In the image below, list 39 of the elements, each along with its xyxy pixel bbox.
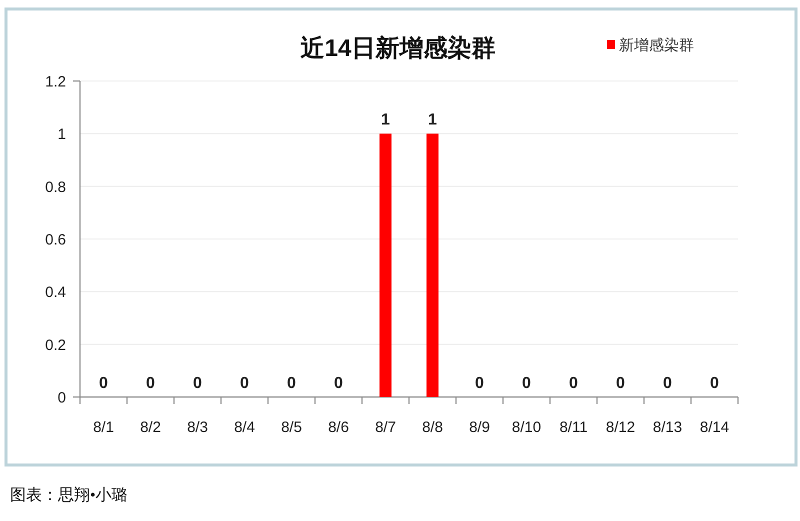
data-label: 0 [663, 375, 672, 392]
x-tick-label: 8/3 [187, 419, 208, 436]
data-label: 0 [287, 375, 296, 392]
y-tick-label: 1 [58, 126, 66, 144]
data-label: 0 [569, 375, 578, 392]
x-tick-label: 8/8 [422, 419, 443, 436]
data-label: 0 [710, 375, 720, 392]
data-label: 0 [616, 375, 626, 392]
x-tick-label: 8/7 [375, 419, 396, 436]
legend-label: 新增感染群 [619, 37, 694, 54]
y-tick-label: 0.8 [45, 178, 66, 196]
x-tick-label: 8/2 [140, 419, 161, 436]
x-tick-label: 8/5 [281, 419, 302, 436]
data-label: 0 [240, 375, 250, 392]
x-tick-label: 8/1 [93, 419, 114, 436]
x-tick-label: 8/9 [469, 419, 490, 436]
data-label: 1 [428, 112, 438, 129]
x-tick-label: 8/4 [234, 419, 255, 436]
legend: 新增感染群 [607, 38, 694, 54]
x-tick-label: 8/10 [512, 419, 542, 436]
x-tick-label: 8/14 [700, 419, 730, 436]
data-label: 0 [193, 375, 202, 392]
data-label: 1 [381, 112, 390, 129]
data-label: 0 [522, 375, 532, 392]
data-label: 0 [334, 375, 344, 392]
data-label: 0 [146, 375, 156, 392]
data-label: 0 [475, 375, 484, 392]
y-tick-label: 1.2 [45, 74, 66, 90]
y-tick-label: 0 [58, 390, 66, 406]
x-tick-label: 8/11 [559, 419, 588, 436]
chart-title: 近14日新增感染群 [300, 35, 496, 62]
text: 图表：思翔•小璐 [10, 486, 128, 504]
x-tick-label: 8/12 [606, 419, 636, 436]
data-label: 0 [99, 375, 108, 392]
y-tick-label: 0.4 [45, 284, 66, 302]
x-tick-label: 8/13 [652, 419, 682, 436]
x-tick-label: 8/6 [328, 419, 349, 436]
y-tick-label: 0.6 [45, 232, 66, 248]
y-tick-label: 0.2 [45, 336, 66, 354]
